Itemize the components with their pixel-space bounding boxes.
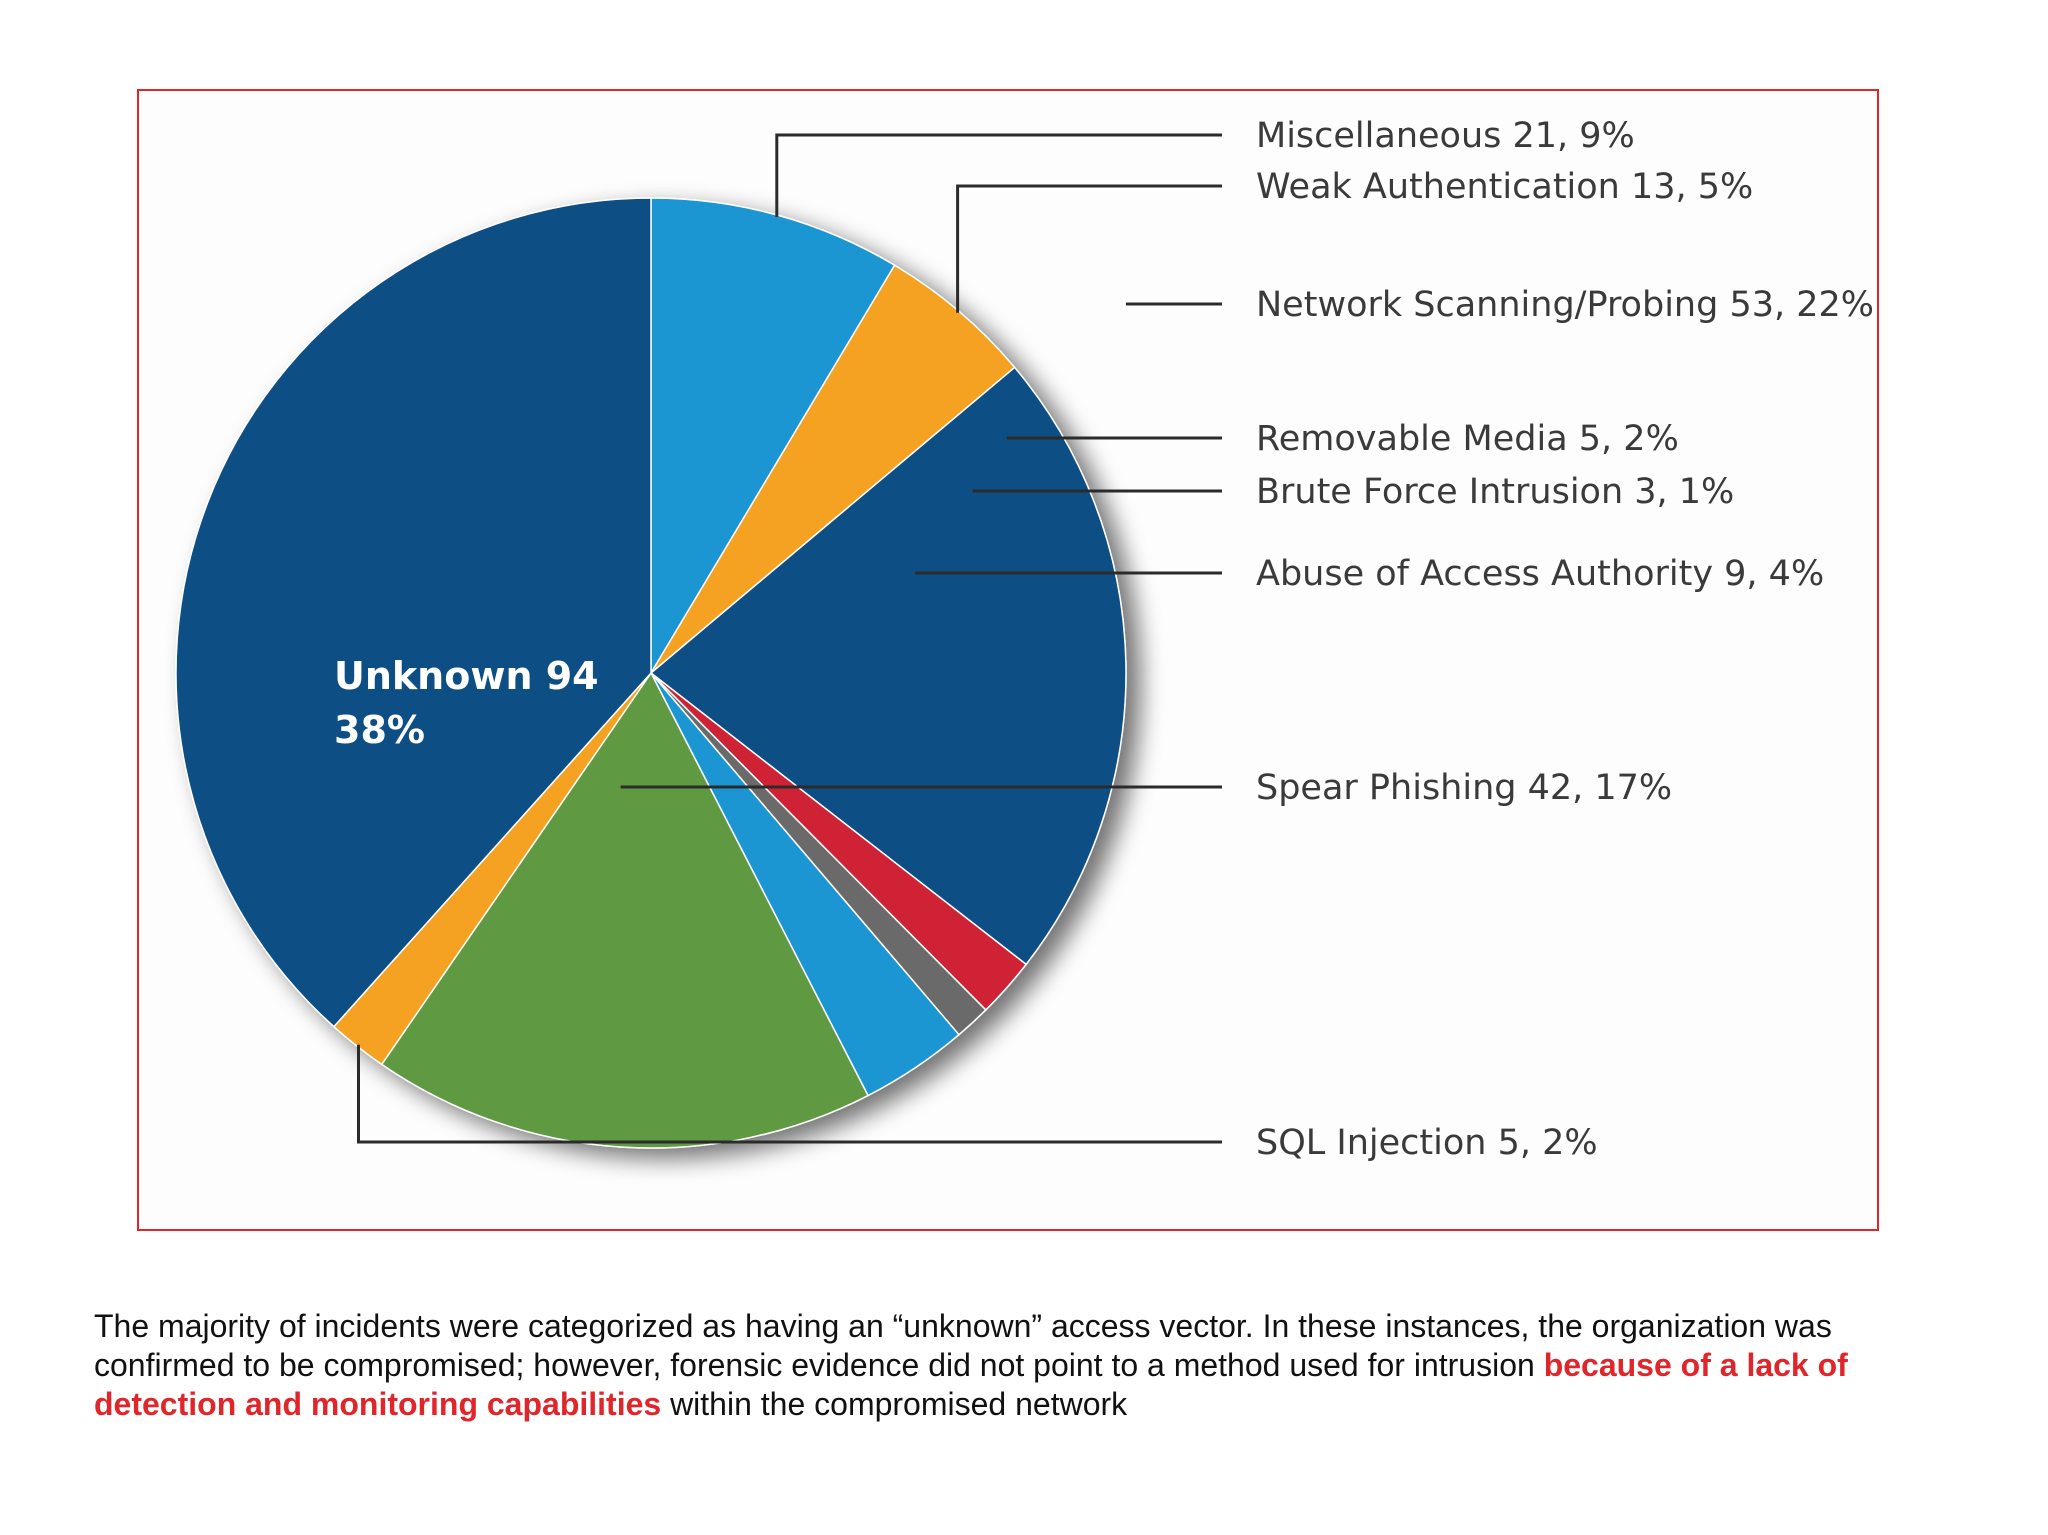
label-brute-force-intrusion: Brute Force Intrusion 3, 1% [1256, 472, 1734, 512]
label-spear-phishing: Spear Phishing 42, 17% [1256, 768, 1672, 808]
label-weak-authentication: Weak Authentication 13, 5% [1256, 167, 1753, 207]
slice-unknown [175, 197, 652, 1028]
label-sql-injection: SQL Injection 5, 2% [1256, 1123, 1598, 1163]
label-abuse-of-access-authority: Abuse of Access Authority 9, 4% [1256, 554, 1824, 594]
slice-network-scanning-probing [649, 366, 1127, 966]
pie-chart: Miscellaneous 21, 9% Weak Authentication … [175, 116, 1874, 1163]
caption-text-start: The majority of incidents were categoriz… [94, 1308, 1832, 1383]
leader-line-miscellaneous [775, 133, 1222, 217]
chart-frame: Miscellaneous 21, 9% Weak Authentication … [137, 89, 1879, 1231]
unknown-slice-percent: 38% [334, 708, 425, 752]
leader-line-sql-injection [357, 1044, 1222, 1144]
label-network-scanning-probing: Network Scanning/Probing 53, 22% [1256, 285, 1874, 325]
leader-line-weak-authentication [956, 184, 1222, 313]
label-miscellaneous: Miscellaneous 21, 9% [1256, 116, 1635, 156]
caption-paragraph: The majority of incidents were categoriz… [94, 1307, 1974, 1424]
slice-spear-phishing [380, 671, 870, 1149]
unknown-slice-label: Unknown 94 [334, 654, 599, 698]
caption-text-end: within the compromised network [661, 1386, 1128, 1422]
label-removable-media: Removable Media 5, 2% [1256, 419, 1679, 459]
caption-highlight: because of a lack of detection and monit… [94, 1347, 1848, 1422]
